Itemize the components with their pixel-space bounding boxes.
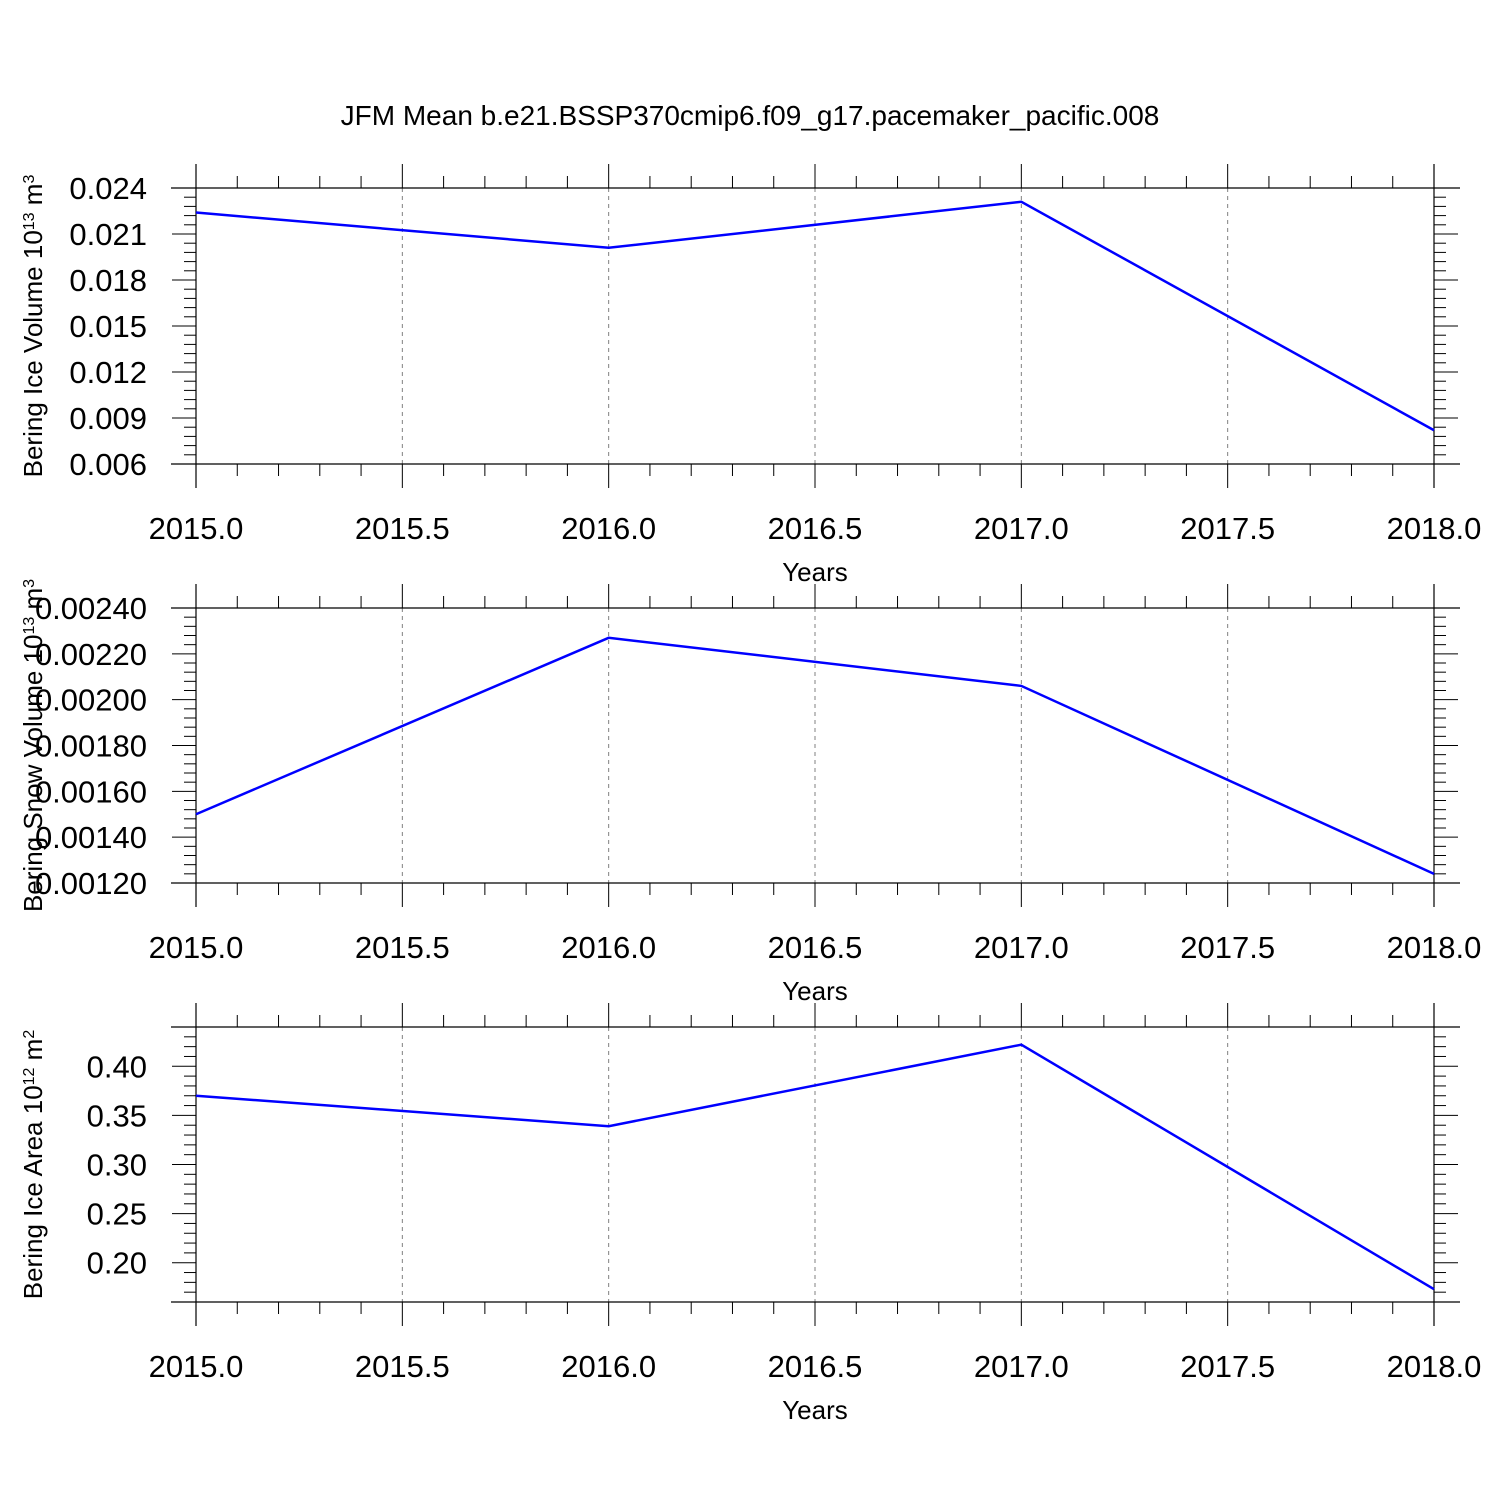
y-tick-label: 0.024 [69,171,147,206]
y-tick-label: 0.40 [87,1049,147,1084]
y-tick-label: 0.006 [69,447,147,482]
x-tick-label: 2015.5 [355,1349,450,1384]
y-axis-label: Bering Ice Volume 1013 m3 [18,175,48,478]
y-axis-label-part: Bering Snow Volume 10 [18,635,48,913]
y-axis-label-superscript: 3 [21,579,38,588]
x-tick-label: 2016.5 [768,1349,863,1384]
x-tick-label: 2017.0 [974,930,1069,965]
chart-panel-1: 0.006 0.009 0.012 0.015 0.018 0.021 0.024 2015.… [18,164,1481,587]
x-tick-label: 2017.5 [1180,511,1275,546]
chart-panel-3: 0.20 0.25 0.30 0.35 0.40 2015.0 2015.5 2016.0 20… [18,1003,1481,1425]
x-tick-label: 2015.5 [355,930,450,965]
y-axis-label-part: Bering Ice Area 10 [18,1085,48,1299]
series-line [195,636,1435,875]
y-axis-label: Bering Snow Volume 1013 m3 [18,579,48,912]
x-tick-label: 2015.0 [149,511,244,546]
x-tick-label: 2016.0 [561,930,656,965]
x-tick-label: 2015.0 [149,930,244,965]
x-tick-label: 2018.0 [1387,930,1482,965]
y-tick-label: 0.015 [69,309,147,344]
x-tick-label: 2017.5 [1180,1349,1275,1384]
series-line [195,200,1435,432]
y-tick-label: 0.00120 [35,866,147,901]
y-tick-label: 0.018 [69,263,147,298]
y-tick-label: 0.00160 [35,774,147,809]
x-tick-label: 2017.0 [974,1349,1069,1384]
y-tick-label: 0.00140 [35,820,147,855]
y-axis-label-part: Bering Ice Volume 10 [18,230,48,477]
chart-panel-2: 0.00120 0.00140 0.00160 0.00180 0.00200 0.002… [18,579,1481,1006]
y-axis-label-superscript: 2 [21,1030,38,1039]
x-tick-label: 2016.5 [768,511,863,546]
y-tick-label: 0.00200 [35,683,147,718]
x-axis-label: Years [782,557,848,587]
y-tick-label: 0.012 [69,355,147,390]
x-tick-label: 2015.5 [355,511,450,546]
x-tick-label: 2017.0 [974,511,1069,546]
x-tick-label: 2015.0 [149,1349,244,1384]
y-tick-label: 0.25 [87,1197,147,1232]
y-tick-label: 0.00180 [35,729,147,764]
x-tick-label: 2016.0 [561,511,656,546]
y-tick-label: 0.35 [87,1098,147,1133]
y-tick-label: 0.009 [69,401,147,436]
figure-title: JFM Mean b.e21.BSSP370cmip6.f09_g17.pace… [341,100,1160,131]
y-tick-label: 0.00220 [35,637,147,672]
y-axis-label-part: m [18,588,48,617]
y-axis-label-superscript: 3 [21,175,38,184]
y-axis-label-part: m [18,184,48,213]
x-tick-label: 2017.5 [1180,930,1275,965]
y-axis-label-superscript: 13 [21,617,38,635]
x-axis-label: Years [782,976,848,1006]
y-axis-label-superscript: 13 [21,212,38,230]
series-line [195,1043,1435,1291]
x-tick-label: 2016.0 [561,1349,656,1384]
y-axis-label-part: m [18,1039,48,1068]
panels: 0.006 0.009 0.012 0.015 0.018 0.021 0.024 2015.… [18,164,1481,1425]
y-axis-label-superscript: 12 [21,1067,38,1085]
y-axis-label: Bering Ice Area 1012 m2 [18,1030,48,1300]
y-tick-label: 0.00240 [35,591,147,626]
y-tick-label: 0.021 [69,217,147,252]
x-tick-label: 2016.5 [768,930,863,965]
y-tick-label: 0.20 [87,1246,147,1281]
x-tick-label: 2018.0 [1387,511,1482,546]
x-axis-label: Years [782,1395,848,1425]
x-tick-label: 2018.0 [1387,1349,1482,1384]
y-tick-label: 0.30 [87,1148,147,1183]
